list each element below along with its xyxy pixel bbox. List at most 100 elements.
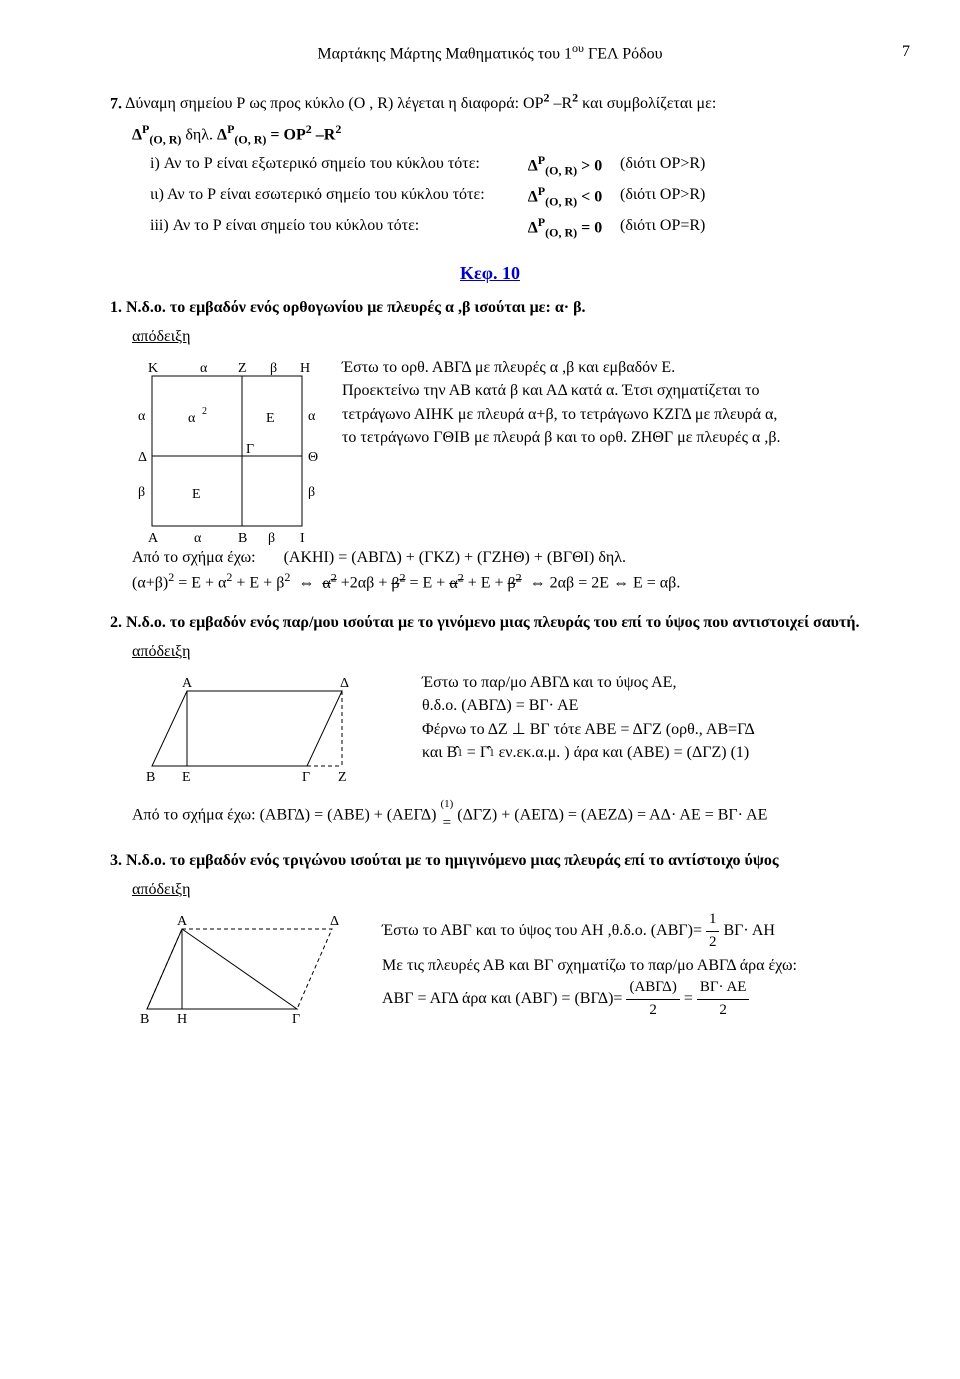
svg-text:Θ: Θ [308,450,318,465]
case-expr: ΔΡ(Ο, R) = 0 [510,214,620,242]
t: Φέρνω το ΔΖ [422,721,512,738]
delta: Δ [528,188,538,205]
p: θ.δ.ο. (ΑΒΓΔ) = ΒΓ· ΑΕ [422,694,755,717]
th3-proof-text: Έστω το ΑΒΓ και το ύψος του ΑΗ ,θ.δ.ο. (… [382,909,797,1021]
fraction: 12 [706,909,720,954]
p: και Β̂1 = Γ̂1 εν.εκ.α.μ. ) άρα και (ΑΒΕ)… [422,741,755,764]
fraction: ΒΓ· ΑΕ2 [697,977,750,1022]
num: 1 [706,909,720,932]
t: = [684,990,697,1007]
svg-text:Ι: Ι [300,531,305,546]
header-text: Μαρτάκης Μάρτης Μαθηματικός του 1 [317,45,572,62]
p: Φέρνω το ΔΖ ⊥ ΒΓ τότε ΑΒΕ = ΔΓΖ (ορθ., Α… [422,718,755,741]
svg-text:Ε: Ε [182,770,191,785]
svg-text:Ζ: Ζ [238,361,247,376]
t: (ΔΓΖ) + (ΑΕΓΔ) = (ΑΕΖΔ) = ΑΔ· ΑΕ = ΒΓ· Α… [457,807,767,824]
sub: (Ο, R) [149,133,181,147]
svg-text:β: β [138,485,145,500]
page-number: 7 [902,40,910,63]
den: 2 [697,1000,750,1022]
svg-text:Β: Β [238,531,247,546]
case-i: i) Αν το Ρ είναι εξωτερικό σημείο του κύ… [150,152,870,180]
svg-text:α: α [138,409,146,424]
den: 2 [626,1000,679,1022]
p: ΑΒΓ = ΑΓΔ άρα και (ΑΒΓ) = (ΒΓΔ)= (ΑΒΓΔ)2… [382,977,797,1022]
delta: Δ [528,157,538,174]
sub: (Ο, R) [545,163,577,177]
sub: (Ο, R) [234,133,266,147]
svg-text:Γ: Γ [246,442,254,457]
svg-text:Δ: Δ [340,676,349,691]
p: Προεκτείνω την ΑΒ κατά β και ΑΔ κατά α. … [342,379,780,402]
svg-text:Α: Α [182,676,193,691]
case-text: iii) Αν το Ρ είναι σημείο του κύκλου τότ… [150,214,510,242]
svg-text:Α: Α [148,531,159,546]
p: τετράγωνο ΑΙΗΚ με πλευρά α+β, το τετράγω… [342,403,780,426]
item-7-line1: Δύναμη σημείου Ρ ως προς κύκλο (Ο , R) λ… [125,95,716,112]
svg-text:Ε: Ε [266,411,275,426]
txt: (ΑΚΗΙ) = (ΑΒΓΔ) + (ΓΚΖ) + (ΓΖΗΘ) + (ΒΓΘΙ… [284,549,626,566]
th1-proof-text: Έστω το ορθ. ΑΒΓΔ με πλευρές α ,β και εμ… [342,356,780,449]
svg-text:Δ: Δ [330,914,339,929]
svg-text:Η: Η [177,1012,187,1027]
case-ii: ιι) Αν το Ρ είναι εσωτερικό σημείο του κ… [150,183,870,211]
header-tail: ΓΕΛ Ρόδου [584,45,663,62]
num: (ΑΒΓΔ) [626,977,679,1000]
th2-body: Α Δ Β Ε Γ Ζ Έστω το παρ/μο ΑΒΓΔ και το ύ… [132,671,870,791]
p: το τετράγωνο ΓΘΙΒ με πλευρά β και το ορθ… [342,426,780,449]
p: Έστω το παρ/μο ΑΒΓΔ και το ύψος ΑΕ, [422,671,755,694]
ref: (1) [440,797,453,813]
th3-proof-label: απόδειξη [132,878,870,901]
p: Με τις πλευρές ΑΒ και ΒΓ σχηματίζω το πα… [382,954,797,977]
num: ΒΓ· ΑΕ [697,977,750,1000]
t: και [422,744,447,761]
svg-text:β: β [268,531,275,546]
theorem-3: 3. Ν.δ.ο. το εμβαδόν ενός τριγώνου ισούτ… [110,849,870,872]
p: Έστω το ΑΒΓ και το ύψος του ΑΗ ,θ.δ.ο. (… [382,909,797,954]
txt: και συμβολίζεται με: [578,95,716,112]
hat: Γ̂ [480,744,489,761]
header-sup: ου [572,41,584,55]
txt: = ΟΡ [266,126,305,143]
svg-text:Κ: Κ [148,361,158,376]
page-header: Μαρτάκης Μάρτης Μαθηματικός του 1ου ΓΕΛ … [110,40,870,66]
hat: Β̂ [447,744,458,761]
svg-text:α: α [194,531,202,546]
delta: Δ [528,219,538,236]
item-7-num: 7. [110,95,122,112]
chapter-title: Κεφ. 10 [110,260,870,286]
txt: Από το σχήμα έχω: [132,549,256,566]
item-7: 7. Δύναμη σημείου Ρ ως προς κύκλο (Ο , R… [110,90,870,116]
svg-text:Ε: Ε [192,487,201,502]
delta: Δ [132,126,142,143]
svg-text:β: β [308,485,315,500]
svg-text:α: α [188,411,196,426]
th1-concl1: Από το σχήμα έχω: (ΑΚΗΙ) = (ΑΒΓΔ) + (ΓΚΖ… [132,546,870,569]
txt: –R [312,126,336,143]
svg-text:α: α [200,361,208,376]
case-text: i) Αν το Ρ είναι εξωτερικό σημείο του κύ… [150,152,510,180]
perp-icon: ⊥ [512,721,526,738]
th1-num: 1. [110,299,122,316]
th1-stmt: Ν.δ.ο. το εμβαδόν ενός ορθογωνίου με πλε… [126,299,586,316]
case-expr: ΔΡ(Ο, R) < 0 [510,183,620,211]
th2-proof-text: Έστω το παρ/μο ΑΒΓΔ και το ύψος ΑΕ, θ.δ.… [422,671,755,764]
th2-num: 2. [110,614,122,631]
txt: –R [549,95,572,112]
svg-text:Δ: Δ [138,450,147,465]
case-text: ιι) Αν το Ρ είναι εσωτερικό σημείο του κ… [150,183,510,211]
rel: < 0 [577,188,602,205]
delta: Δ [217,126,227,143]
th2-stmt: Ν.δ.ο. το εμβαδόν ενός παρ/μου ισούται μ… [126,614,859,631]
th3-body: Α Δ Β Η Γ Έστω το ΑΒΓ και το ύψος του ΑΗ… [132,909,870,1029]
th3-stmt: Ν.δ.ο. το εμβαδόν ενός τριγώνου ισούται … [126,852,779,869]
svg-text:Γ: Γ [292,1012,300,1027]
case-why: (διότι ΟΡ=R) [620,214,705,242]
case-why: (διότι ΟΡ>R) [620,152,705,180]
t: Έστω το ΑΒΓ και το ύψος του ΑΗ ,θ.δ.ο. (… [382,922,706,939]
theorem-2: 2. Ν.δ.ο. το εμβαδόν ενός παρ/μου ισούτα… [110,611,870,634]
sub: (Ο, R) [545,225,577,239]
th3-num: 3. [110,852,122,869]
den: 2 [706,932,720,954]
svg-text:Β: Β [146,770,155,785]
